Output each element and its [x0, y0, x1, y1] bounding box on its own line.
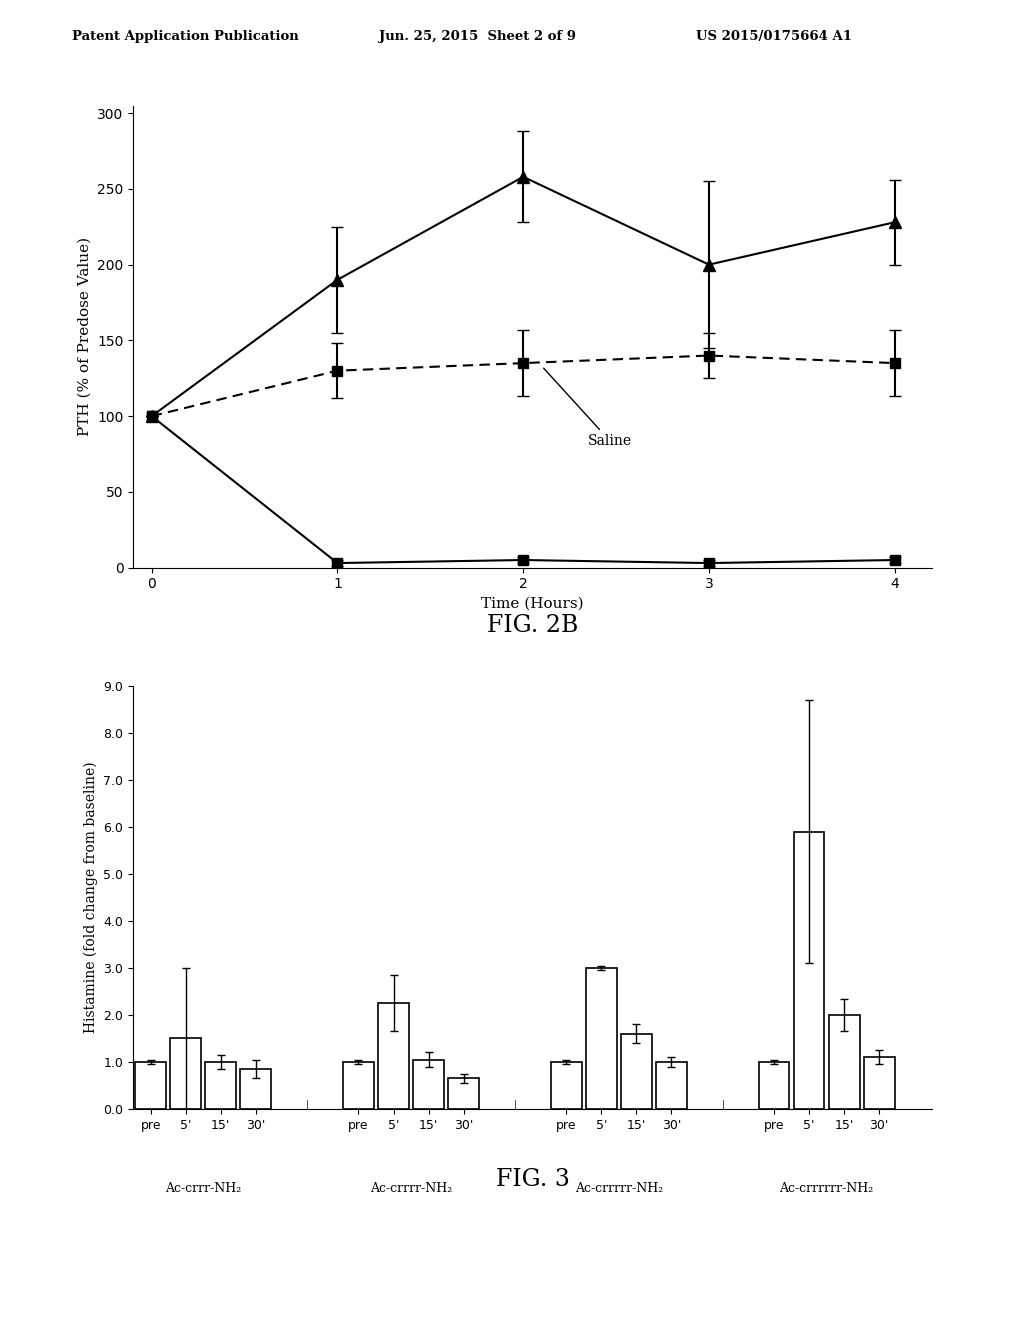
Text: US 2015/0175664 A1: US 2015/0175664 A1 [696, 30, 852, 44]
Bar [794, 832, 824, 1109]
Bar [206, 1061, 237, 1109]
X-axis label: Time (Hours): Time (Hours) [481, 597, 584, 611]
Text: Ac-crrr-NH₂: Ac-crrr-NH₂ [165, 1181, 242, 1195]
Bar [413, 1060, 444, 1109]
Text: FIG. 2B: FIG. 2B [486, 614, 579, 636]
Bar [551, 1061, 582, 1109]
Bar [378, 1003, 409, 1109]
Bar [241, 1069, 271, 1109]
Y-axis label: PTH (% of Predose Value): PTH (% of Predose Value) [78, 238, 91, 436]
Bar [864, 1057, 895, 1109]
Bar [170, 1039, 201, 1109]
Bar [343, 1061, 374, 1109]
Text: Saline: Saline [544, 368, 633, 449]
Text: FIG. 3: FIG. 3 [496, 1168, 569, 1191]
Bar [586, 968, 616, 1109]
Bar [759, 1061, 790, 1109]
Bar [621, 1034, 652, 1109]
Text: Ac-crrrrr-NH₂: Ac-crrrrr-NH₂ [574, 1181, 663, 1195]
Text: Patent Application Publication: Patent Application Publication [72, 30, 298, 44]
Text: Ac-crrrr-NH₂: Ac-crrrr-NH₂ [370, 1181, 453, 1195]
Bar [135, 1061, 166, 1109]
Text: Jun. 25, 2015  Sheet 2 of 9: Jun. 25, 2015 Sheet 2 of 9 [379, 30, 575, 44]
Bar [449, 1078, 479, 1109]
Bar [828, 1015, 859, 1109]
Bar [656, 1061, 687, 1109]
Text: Ac-crrrrrr-NH₂: Ac-crrrrrr-NH₂ [779, 1181, 873, 1195]
Y-axis label: Histamine (fold change from baseline): Histamine (fold change from baseline) [83, 762, 98, 1034]
